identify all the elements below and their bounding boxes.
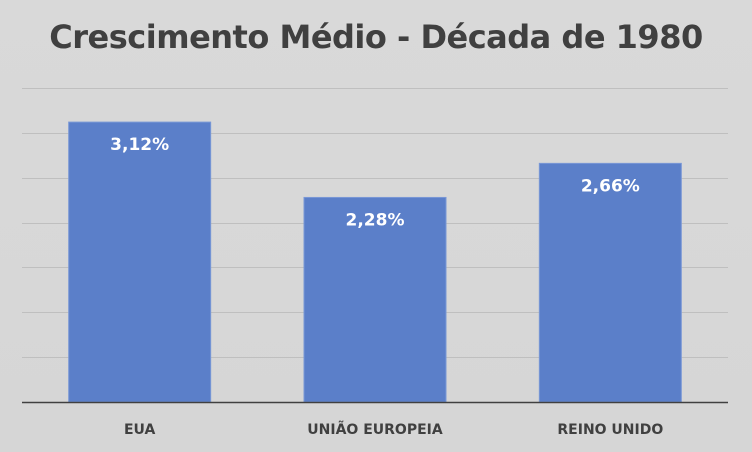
value-label-0: 3,12% [110,135,169,155]
category-label-2: REINO UNIDO [557,422,663,438]
category-label-0: EUA [124,422,156,438]
bar-0 [68,121,212,403]
category-label-1: UNIÃO EUROPEIA [307,421,443,438]
bar-1 [303,196,447,403]
value-label-2: 2,66% [581,176,640,196]
bar-2 [538,162,682,403]
chart-title: Crescimento Médio - Década de 1980 [49,18,703,56]
value-label-1: 2,28% [346,210,405,230]
